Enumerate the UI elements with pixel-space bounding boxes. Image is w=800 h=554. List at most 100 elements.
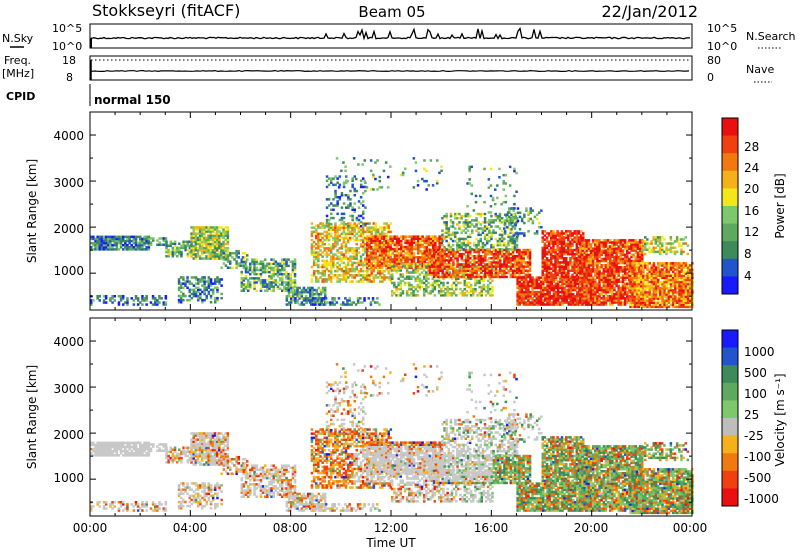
power-cell — [322, 303, 326, 306]
power-cell — [425, 252, 429, 255]
power-cell — [475, 246, 478, 249]
power-cell — [334, 274, 337, 277]
power-cell — [359, 255, 363, 258]
power-cell — [589, 270, 593, 273]
power-cell — [192, 276, 196, 279]
power-cell — [400, 239, 403, 242]
power-cell — [143, 243, 146, 247]
power-cell — [466, 235, 470, 239]
power-cell — [429, 243, 433, 247]
power-cell — [425, 277, 428, 280]
power-cell — [479, 212, 482, 216]
power-cell — [332, 228, 335, 231]
power-cell — [466, 214, 470, 218]
power-cell — [591, 239, 595, 242]
power-cell — [575, 261, 579, 264]
power-cell — [261, 285, 265, 288]
power-cell — [342, 194, 346, 197]
power-cell — [529, 207, 532, 210]
power-cell — [423, 269, 426, 272]
power-cell — [524, 273, 528, 277]
power-cell — [241, 252, 245, 255]
power-cell — [490, 233, 493, 237]
power-cell — [556, 257, 559, 260]
power-cell — [151, 297, 155, 300]
power-cell — [385, 243, 388, 247]
power-cell — [458, 248, 461, 251]
power-cell — [425, 275, 428, 278]
power-cell — [490, 269, 493, 272]
power-cell — [503, 265, 506, 268]
power-cell — [594, 293, 597, 296]
power-cell — [349, 222, 352, 225]
power-cell — [324, 286, 327, 290]
power-cell — [173, 244, 177, 248]
power-cell — [451, 223, 455, 226]
power-cell — [317, 255, 320, 258]
power-cell — [548, 303, 551, 306]
power-cell — [385, 222, 388, 225]
power-cell — [596, 288, 599, 292]
power-cell — [469, 265, 472, 268]
power-cell — [197, 286, 200, 289]
power-cell — [571, 299, 575, 302]
power-cell — [196, 238, 200, 242]
power-cell — [213, 255, 217, 258]
power-cell — [158, 237, 161, 240]
power-cell — [465, 275, 469, 278]
power-cell — [270, 289, 273, 292]
power-cell — [322, 299, 326, 302]
power-cell — [460, 257, 464, 260]
power-cell — [524, 265, 528, 268]
power-cell — [577, 250, 581, 254]
power-cell — [216, 280, 219, 283]
power-cell — [218, 242, 221, 246]
power-cell — [270, 262, 273, 266]
power-cell — [383, 276, 386, 279]
power-cell — [600, 253, 603, 257]
power-cell — [287, 301, 291, 304]
power-cell — [562, 267, 566, 270]
power-cell — [527, 282, 530, 286]
power-cell — [492, 243, 495, 247]
power-cell — [331, 303, 334, 306]
power-cell — [198, 230, 202, 233]
power-cell — [539, 280, 543, 283]
power-cell — [600, 274, 603, 277]
power-cell — [506, 226, 509, 229]
power-cell — [226, 232, 230, 235]
power-cell — [554, 250, 557, 254]
power-cell — [425, 285, 428, 289]
power-cell — [194, 278, 198, 281]
power-cell — [598, 245, 601, 248]
power-cell — [96, 243, 99, 247]
power-cell — [242, 258, 246, 261]
power-cell — [577, 257, 581, 260]
power-cell — [347, 247, 350, 250]
power-cell — [477, 252, 481, 256]
power-cell — [257, 279, 261, 282]
power-cell — [576, 301, 579, 304]
power-cell — [362, 225, 365, 228]
power-cell — [379, 274, 382, 277]
power-cell — [561, 286, 564, 290]
power-cell — [494, 261, 498, 264]
power-cell — [268, 262, 271, 266]
power-cell — [554, 255, 557, 258]
power-cell — [569, 286, 573, 290]
power-cell — [315, 288, 318, 292]
power-cell — [579, 278, 582, 281]
power-cell — [98, 239, 101, 243]
power-cell — [565, 273, 568, 277]
power-cell — [349, 259, 352, 263]
power-cell — [351, 263, 354, 267]
power-cell — [291, 264, 295, 268]
power-cell — [583, 239, 586, 242]
power-cell — [385, 260, 388, 263]
power-cell — [499, 263, 502, 266]
power-cell — [240, 279, 243, 282]
power-cell — [513, 237, 517, 241]
power-cell — [128, 237, 131, 241]
power-cell — [141, 299, 144, 302]
power-cell — [513, 257, 517, 260]
